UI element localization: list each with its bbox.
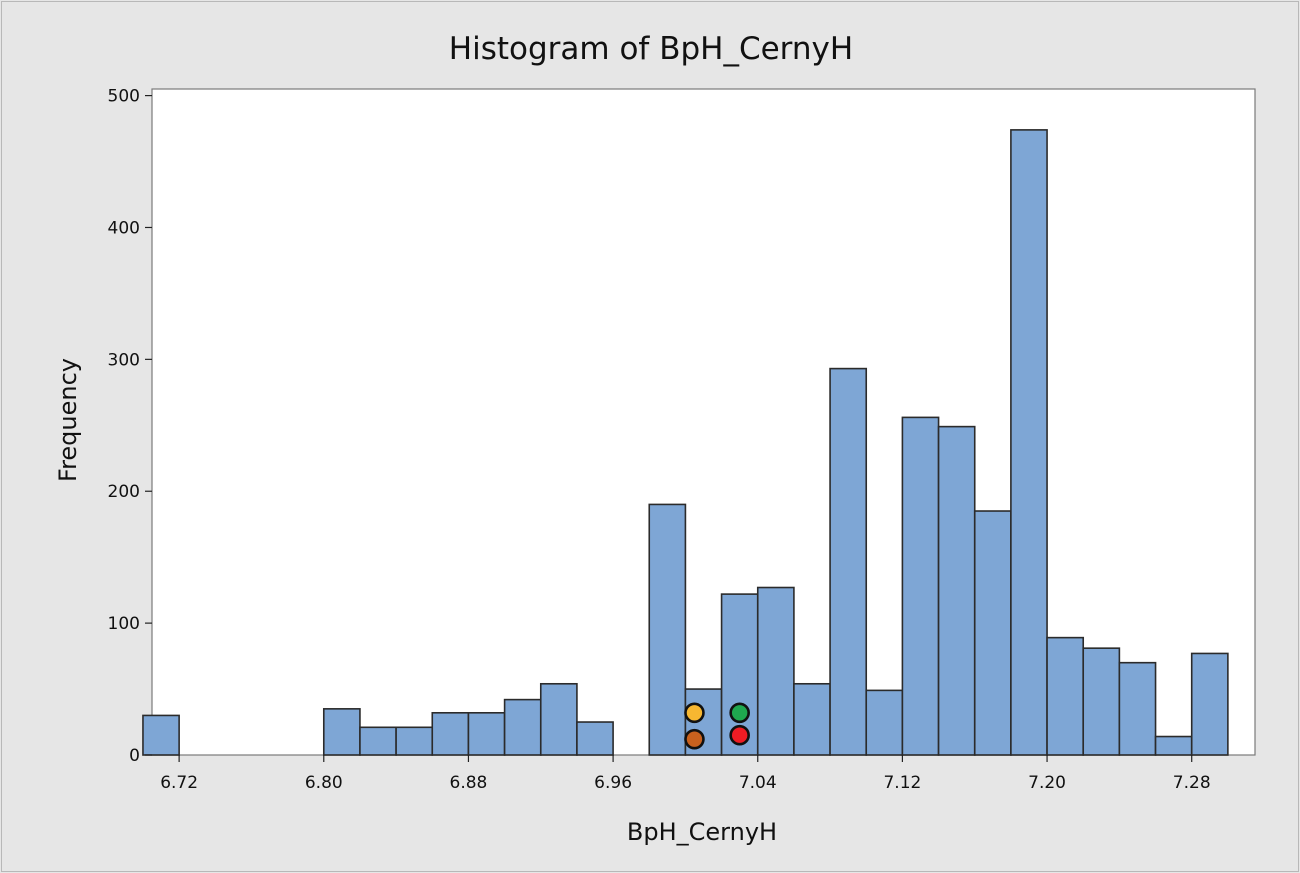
y-tick-label: 200 xyxy=(108,482,140,502)
x-tick-label: 7.28 xyxy=(1173,773,1211,793)
y-axis: 0 100 200 300 400 500 xyxy=(108,87,152,766)
y-tick-label: 500 xyxy=(108,87,140,107)
histogram-bar xyxy=(1082,647,1121,756)
histogram-bar xyxy=(1118,661,1157,756)
x-tick-label: 7.04 xyxy=(739,773,777,793)
chart-title: Histogram of BpH_CernyH xyxy=(449,31,853,67)
y-tick-label: 300 xyxy=(108,350,140,370)
y-tick-label: 400 xyxy=(108,218,140,238)
histogram-bar xyxy=(937,425,976,756)
marker-dot xyxy=(729,702,750,724)
bars-group xyxy=(142,129,1229,756)
y-axis-label: Frequency xyxy=(54,358,82,482)
x-tick-label: 6.72 xyxy=(160,773,198,793)
markers-group xyxy=(684,702,750,750)
histogram-bar xyxy=(1010,129,1048,756)
histogram-bar xyxy=(539,682,578,756)
histogram-bar xyxy=(359,726,397,756)
histogram-bar xyxy=(503,698,542,756)
histogram-bar xyxy=(901,416,940,756)
histogram-bar xyxy=(467,711,506,756)
histogram-bar xyxy=(1190,652,1229,756)
x-tick-label: 7.20 xyxy=(1028,773,1066,793)
histogram-bar xyxy=(1046,636,1085,756)
y-tick-label: 0 xyxy=(129,746,140,766)
histogram-bar xyxy=(576,721,614,756)
x-tick-label: 6.80 xyxy=(305,773,343,793)
x-tick-label: 6.96 xyxy=(594,773,632,793)
histogram-bar xyxy=(648,503,687,756)
marker-dot xyxy=(729,724,750,746)
histogram-bar xyxy=(431,711,470,756)
histogram-bar xyxy=(395,726,434,756)
histogram-bar xyxy=(1154,735,1193,756)
histogram-bar xyxy=(142,714,180,756)
histogram-bar xyxy=(756,586,795,756)
marker-dot xyxy=(684,702,705,724)
histogram-bar xyxy=(829,367,868,756)
histogram-bar xyxy=(865,689,904,756)
histogram-bar xyxy=(793,682,831,756)
histogram-bar xyxy=(322,708,361,756)
histogram-bar xyxy=(973,510,1012,756)
x-tick-label: 7.12 xyxy=(883,773,921,793)
x-tick-label: 6.88 xyxy=(450,773,488,793)
x-axis-label: BpH_CernyH xyxy=(627,818,777,846)
x-axis: 6.72 6.80 6.88 6.96 7.04 7.12 7.20 7.28 xyxy=(160,755,1211,793)
y-tick-label: 100 xyxy=(108,614,140,634)
marker-dot xyxy=(684,728,705,750)
